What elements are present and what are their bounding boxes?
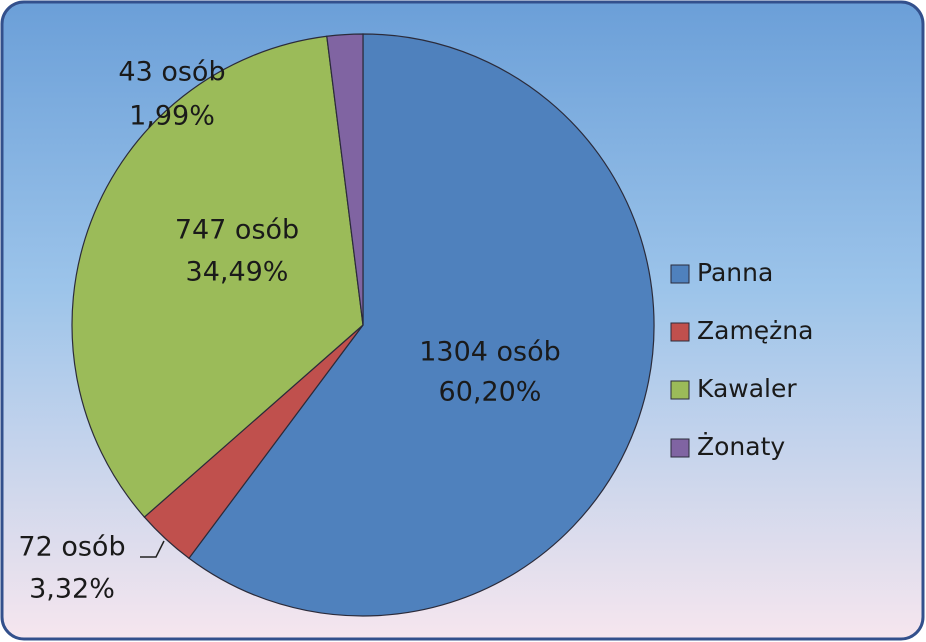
leader-line <box>140 540 165 558</box>
labels: 1304 osób 60,20% 72 osób 3,32% 747 osób 34,49… <box>18 57 560 605</box>
percentage-label: 1,99% <box>129 101 215 132</box>
legend-swatch <box>670 264 690 284</box>
legend-label: Kawaler <box>697 374 797 403</box>
pie-slice <box>188 33 655 617</box>
legend-label: Panna <box>697 258 773 287</box>
legend: Panna Zamężna Kawaler Żonaty <box>670 258 813 461</box>
percentage-label: 34,49% <box>186 257 289 288</box>
value-label: 43 osób <box>118 57 225 88</box>
legend-swatch <box>670 322 690 342</box>
percentage-label: 60,20% <box>439 377 542 408</box>
value-label: 72 osób <box>18 532 125 563</box>
legend-swatch <box>670 438 690 458</box>
legend-label: Żonaty <box>697 432 785 461</box>
value-label: 747 osób <box>175 215 299 246</box>
pie-slice <box>71 35 364 518</box>
percentage-label: 3,32% <box>29 574 115 605</box>
legend-swatch <box>670 380 690 400</box>
legend-label: Zamężna <box>697 316 813 345</box>
value-label: 1304 osób <box>419 337 561 368</box>
pie-slice <box>326 33 364 326</box>
pie <box>71 33 655 617</box>
